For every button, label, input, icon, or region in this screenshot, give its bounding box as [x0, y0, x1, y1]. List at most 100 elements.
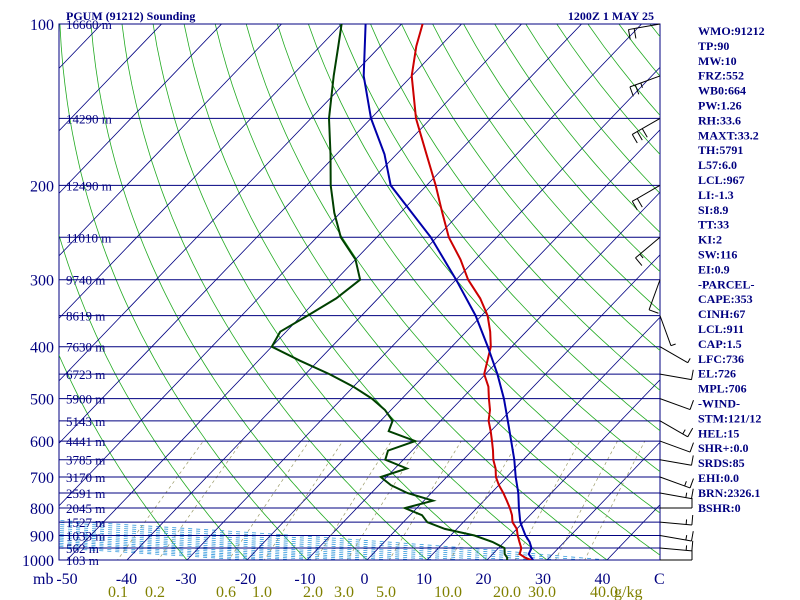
- pressure-tick-label: 1000: [22, 553, 54, 570]
- height-label: 3170 m: [66, 470, 105, 485]
- mixing-ratio-line: [157, 440, 243, 560]
- wind-barb: [659, 540, 694, 552]
- wind-barb: [631, 184, 661, 211]
- height-label: 7630 m: [66, 340, 105, 355]
- wind-barb: [660, 550, 693, 561]
- wind-barb: [659, 315, 676, 347]
- isotherm: [0, 12, 53, 571]
- dry-adiabat: [121, 24, 428, 560]
- isotherm: [486, 379, 660, 560]
- dry-adiabat: [183, 24, 548, 560]
- height-label: 2045 m: [66, 501, 105, 516]
- mixing-ratio-line: [555, 440, 618, 560]
- mixing-ratio-tick-label: 40.0: [590, 584, 618, 600]
- mixing-ratio-line: [228, 440, 310, 560]
- mixing-ratio-tick-label: 3.0: [334, 584, 354, 600]
- height-label: 16660 m: [66, 17, 112, 32]
- height-label: 4441 m: [66, 434, 105, 449]
- index-line: FRZ:552: [698, 69, 744, 83]
- isotherm: [59, 24, 463, 444]
- index-line: KI:2: [698, 233, 722, 247]
- index-line: EHI:0.0: [698, 471, 739, 485]
- index-line: RH:33.6: [698, 113, 741, 127]
- index-line: LI:-1.3: [698, 188, 734, 202]
- wind-barb: [659, 369, 694, 381]
- temperature-tick-label: -50: [56, 571, 77, 588]
- mixing-ratio-tick-label: 30.0: [528, 584, 556, 600]
- temperature-tick-label: 10: [416, 571, 432, 588]
- temperature-axis: -50 -40 -30 -20 -10 0 10 20 30 40: [56, 571, 610, 588]
- height-label: 1527 m: [66, 515, 105, 530]
- wind-barb: [631, 117, 661, 144]
- height-label: 562 m: [66, 541, 99, 556]
- height-label: 9740 m: [66, 273, 105, 288]
- temperature-tick-label: 20: [476, 571, 492, 588]
- wind-barb: [629, 75, 661, 97]
- temperature-tick-label: 0: [361, 571, 369, 588]
- pressure-tick-label: 500: [30, 392, 54, 409]
- isotherm: [66, 24, 583, 560]
- height-label: 103 m: [66, 553, 99, 568]
- mixing-ratio-line: [315, 440, 392, 560]
- wind-barb: [659, 440, 694, 453]
- mixing-ratio-tick-label: 0.1: [108, 584, 128, 600]
- index-line: BSHR:0: [698, 501, 741, 515]
- index-line: BRN:2326.1: [698, 486, 760, 500]
- pressure-unit-label: mb: [33, 571, 53, 588]
- trace-layer: [270, 24, 535, 560]
- moist-adiabat: [59, 524, 560, 560]
- height-label: 2591 m: [66, 486, 105, 501]
- isotherm: [126, 24, 643, 560]
- index-line: EI:0.9: [698, 262, 730, 276]
- wind-barb: [659, 420, 694, 438]
- index-line: CINH:67: [698, 307, 745, 321]
- height-label: 5143 m: [66, 414, 105, 429]
- pressure-tick-label: 600: [30, 434, 54, 451]
- dewpoint-trace: [270, 24, 509, 560]
- isotherm: [59, 24, 223, 194]
- mixing-ratio-tick-label: 1.0: [252, 584, 272, 600]
- isotherm: [59, 24, 283, 257]
- pressure-tick-label: 700: [30, 470, 54, 487]
- height-label: 8619 m: [66, 309, 105, 324]
- dry-adiabat: [774, 24, 800, 571]
- isotherm: [59, 24, 163, 132]
- height-label: 3785 m: [66, 453, 105, 468]
- temperature-tick-label: -40: [116, 571, 137, 588]
- wind-barb: [627, 23, 661, 40]
- wind-barb: [660, 498, 693, 509]
- moist-adiabat: [59, 519, 608, 560]
- isotherm: [246, 129, 660, 560]
- index-line: LFC:736: [698, 352, 744, 366]
- index-line: MPL:706: [698, 382, 747, 396]
- temperature-tick-label: -10: [294, 571, 315, 588]
- grid-layer: [0, 12, 800, 571]
- index-line: PW:1.26: [698, 99, 742, 113]
- index-line: WMO:91212: [698, 24, 765, 38]
- height-label: 1033 m: [66, 528, 105, 543]
- isotherm: [59, 24, 403, 382]
- pressure-tick-label: 800: [30, 501, 54, 518]
- valid-time: 1200Z 1 MAY 25: [568, 9, 654, 23]
- mixing-ratio-unit-label: g/kg: [614, 584, 642, 600]
- dry-adiabat: [308, 24, 660, 473]
- pressure-tick-label: 300: [30, 273, 54, 290]
- index-line: WB0:664: [698, 84, 746, 98]
- mixing-ratio-tick-label: 5.0: [376, 584, 396, 600]
- index-line: -WIND-: [698, 397, 740, 411]
- dry-adiabat: [152, 24, 488, 560]
- temperature-unit-label: C: [654, 571, 665, 588]
- index-line: MAXT:33.2: [698, 128, 759, 142]
- height-label: 12490 m: [66, 178, 112, 193]
- wind-barb: [659, 346, 691, 364]
- index-line: SHR+:0.0: [698, 441, 749, 455]
- wind-barb: [659, 514, 694, 526]
- wind-barb: [659, 531, 694, 542]
- isotherm: [366, 254, 660, 560]
- dry-adiabat: [463, 24, 660, 273]
- pressure-tick-label: 100: [30, 17, 54, 34]
- isotherm: [59, 24, 523, 507]
- wind-barb: [648, 279, 661, 314]
- temperature-tick-label: -20: [235, 571, 256, 588]
